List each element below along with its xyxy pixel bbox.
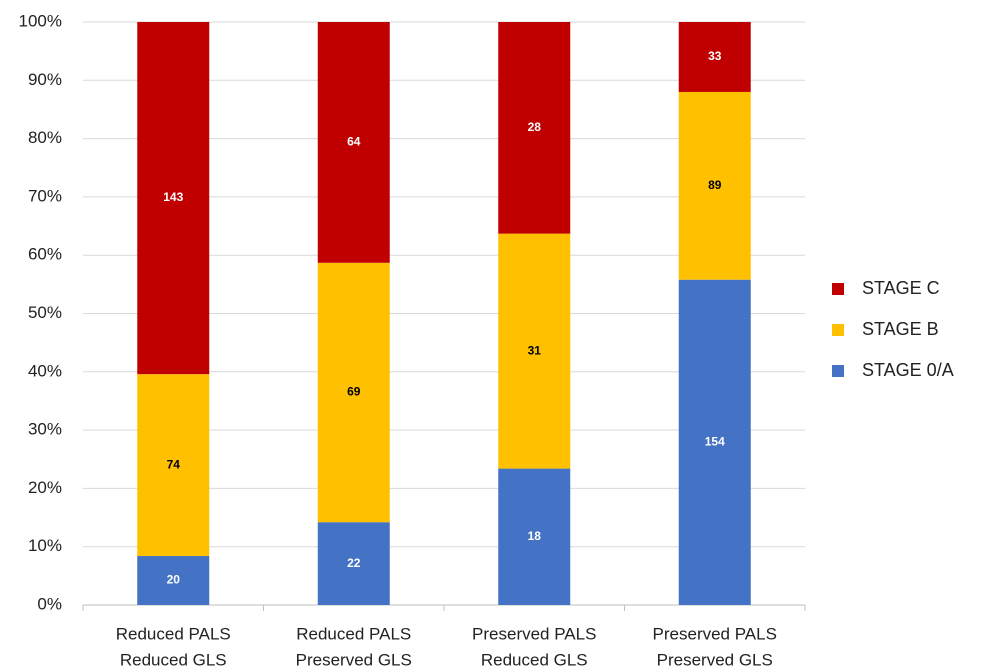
y-tick-label: 100% [19, 11, 62, 30]
x-tick-label: Reduced PALS [116, 624, 231, 643]
y-tick-label: 90% [28, 70, 62, 89]
x-tick-label: Preserved GLS [657, 650, 773, 669]
bar-segment [498, 468, 571, 605]
data-label: 20 [167, 573, 181, 587]
data-label: 69 [347, 385, 361, 399]
x-tick-label: Preserved PALS [472, 624, 596, 643]
legend-label: STAGE 0/A [862, 360, 954, 380]
bar-segment [137, 556, 210, 605]
x-tick-label: Reduced GLS [120, 650, 227, 669]
data-label: 33 [708, 49, 722, 63]
bar-segment [498, 233, 571, 469]
y-tick-label: 70% [28, 186, 62, 205]
y-tick-label: 30% [28, 420, 62, 439]
data-label: 31 [528, 343, 542, 357]
data-label: 22 [347, 556, 361, 570]
x-tick-label: Preserved GLS [296, 650, 412, 669]
legend-swatch [832, 365, 844, 377]
data-label: 143 [163, 190, 183, 204]
bar-segment [678, 279, 751, 605]
data-label: 89 [708, 178, 722, 192]
legend-label: STAGE B [862, 319, 939, 339]
y-tick-label: 20% [28, 478, 62, 497]
bar-segment [678, 22, 751, 92]
data-label: 28 [528, 120, 542, 134]
data-label: 64 [347, 135, 361, 149]
bar-segment [317, 522, 390, 605]
bar-segment [317, 262, 390, 523]
bar-segment [317, 22, 390, 263]
x-tick-label: Preserved PALS [653, 624, 777, 643]
y-tick-label: 60% [28, 245, 62, 264]
y-tick-label: 10% [28, 536, 62, 555]
bar-segment [137, 374, 210, 557]
y-tick-label: 40% [28, 361, 62, 380]
data-label: 18 [528, 529, 542, 543]
y-tick-label: 0% [37, 594, 62, 613]
y-tick-label: 80% [28, 128, 62, 147]
legend-swatch [832, 283, 844, 295]
y-tick-label: 50% [28, 303, 62, 322]
data-label: 154 [705, 435, 725, 449]
bar-segment [498, 22, 571, 234]
x-tick-label: Reduced GLS [481, 650, 588, 669]
legend-swatch [832, 324, 844, 336]
bar-segment [137, 22, 210, 375]
bar-segment [678, 91, 751, 280]
legend-label: STAGE C [862, 278, 940, 298]
data-label: 74 [167, 457, 181, 471]
x-tick-label: Reduced PALS [296, 624, 411, 643]
